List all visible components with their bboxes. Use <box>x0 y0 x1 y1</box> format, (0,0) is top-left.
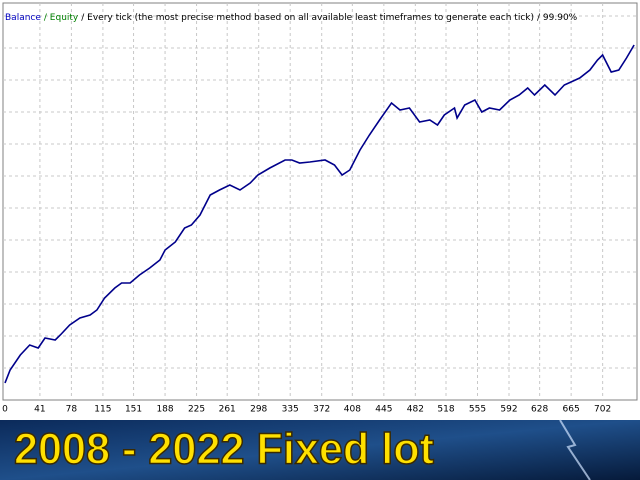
x-tick-label: 555 <box>469 405 486 415</box>
x-tick-label: 702 <box>594 405 611 415</box>
x-tick-label: 335 <box>282 405 299 415</box>
x-tick-label: 445 <box>375 405 392 415</box>
banner-text: 2008 - 2022 Fixed lot <box>14 425 434 474</box>
legend-item: / Every tick (the most precise method ba… <box>81 13 534 23</box>
x-tick-label: 592 <box>500 405 517 415</box>
x-tick-label: 225 <box>188 405 205 415</box>
x-tick-label: 628 <box>531 405 548 415</box>
legend-item: Balance <box>5 13 41 23</box>
x-tick-label: 482 <box>407 405 424 415</box>
x-tick-label: 372 <box>313 405 330 415</box>
x-tick-label: 115 <box>94 405 111 415</box>
x-tick-label: 151 <box>125 405 142 415</box>
lightning <box>559 419 591 480</box>
x-tick-label: 188 <box>156 405 173 415</box>
x-tick-label: 408 <box>344 405 361 415</box>
banner-bg <box>0 420 640 480</box>
x-tick-label: 518 <box>437 405 454 415</box>
x-tick-label: 41 <box>34 405 45 415</box>
balance-line <box>4 44 635 384</box>
legend: Balance / Equity / Every tick (the most pr… <box>5 13 578 23</box>
x-tick-label: 261 <box>219 405 236 415</box>
plot-area <box>2 2 638 401</box>
h-grid <box>3 15 637 369</box>
legend-item: / Equity <box>44 13 79 23</box>
x-tick-label: 665 <box>563 405 580 415</box>
legend-item: / 99.90% <box>537 13 578 23</box>
x-tick-label: 0 <box>2 405 8 415</box>
x-tick-label: 298 <box>250 405 267 415</box>
x-tick-label: 78 <box>66 405 78 415</box>
